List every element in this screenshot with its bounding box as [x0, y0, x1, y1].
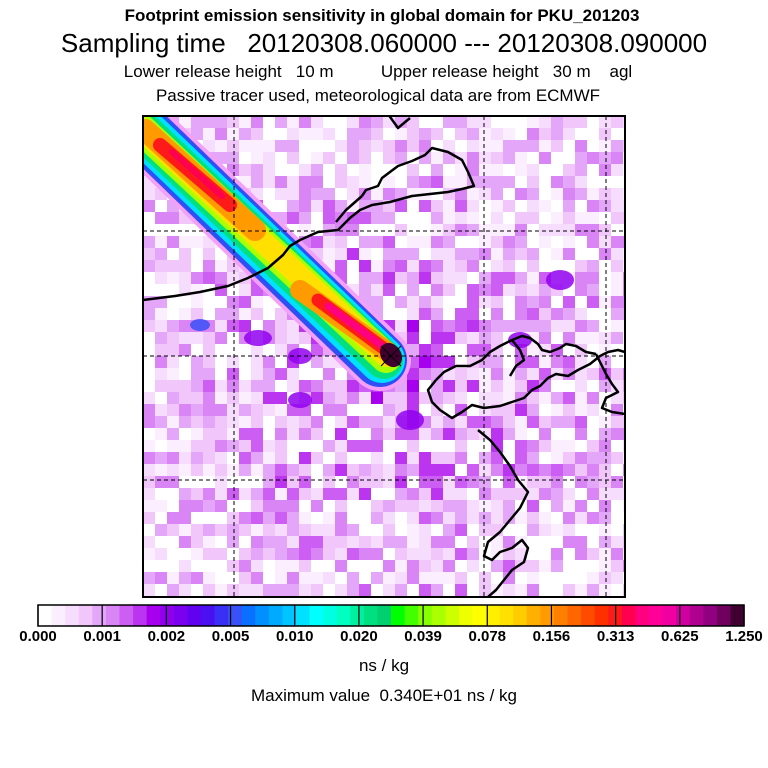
- colorbar-swatch: [173, 605, 188, 626]
- colorbar-swatch: [160, 605, 175, 626]
- colorbar-swatch: [418, 605, 433, 626]
- colorbar-swatch: [187, 605, 202, 626]
- colorbar-swatch: [295, 605, 311, 626]
- colorbar-swatch: [730, 605, 745, 626]
- colorbar-swatch: [268, 605, 283, 626]
- colorbar-swatch: [391, 605, 406, 626]
- colorbar-tick-label: 1.250: [725, 628, 763, 645]
- sampling-time: Sampling time 20120308.060000 --- 201203…: [60, 28, 708, 58]
- colorbar-tick-label: 0.002: [147, 628, 186, 645]
- colorbar-swatch: [513, 605, 528, 626]
- tracer-info: Passive tracer used, meteorological data…: [155, 86, 601, 105]
- colorbar-swatch: [105, 605, 121, 626]
- plume-band: [143, 116, 411, 391]
- plot-title: Footprint emission sensitivity in global…: [124, 6, 640, 25]
- colorbar-swatch: [458, 605, 474, 626]
- colorbar-tick-label: 0.001: [83, 628, 121, 645]
- colorbar-swatch: [689, 605, 704, 626]
- colorbar-swatch: [309, 605, 324, 626]
- colorbar-unit: ns / kg: [358, 656, 410, 675]
- colorbar-tick-label: 0.039: [404, 628, 442, 645]
- colorbar-swatch: [200, 605, 216, 626]
- colorbar-swatch: [540, 605, 555, 626]
- colorbar-swatch: [323, 605, 338, 626]
- colorbar-swatch: [65, 605, 80, 626]
- colorbar-swatch: [567, 605, 582, 626]
- colorbar-swatch: [51, 605, 66, 626]
- colorbar-swatch: [581, 605, 596, 626]
- colorbar-swatch: [119, 605, 134, 626]
- colorbar-swatch: [133, 605, 148, 626]
- colorbar-swatch: [92, 605, 107, 626]
- colorbar-tick-label: 0.625: [661, 628, 699, 645]
- colorbar-swatch: [676, 605, 691, 626]
- colorbar: [37, 604, 745, 627]
- graticule: [143, 116, 625, 597]
- colorbar-swatch: [431, 605, 446, 626]
- colorbar-swatch: [228, 605, 243, 626]
- colorbar-swatch: [336, 605, 351, 626]
- colorbar-swatch: [78, 605, 93, 626]
- colorbar-swatch: [38, 605, 53, 626]
- colorbar-tick-label: 0.020: [340, 628, 378, 645]
- colorbar-swatch: [255, 605, 270, 626]
- colorbar-swatch: [499, 605, 514, 626]
- colorbar-tick-label: 0.010: [275, 628, 314, 645]
- map-frame: [142, 115, 626, 598]
- colorbar-swatch: [363, 605, 379, 626]
- colorbar-swatch: [241, 605, 256, 626]
- colorbar-swatch: [703, 605, 718, 626]
- colorbar-swatch: [648, 605, 664, 626]
- colorbar-swatch: [146, 605, 161, 626]
- colorbar-tick-label: 0.005: [211, 628, 250, 645]
- colorbar-swatch: [445, 605, 460, 626]
- colorbar-swatch: [526, 605, 541, 626]
- coastline: [143, 116, 625, 597]
- colorbar-tick-label: 0.078: [468, 628, 507, 645]
- colorbar-swatch: [214, 605, 229, 626]
- colorbar-swatch: [350, 605, 365, 626]
- colorbar-swatch: [635, 605, 650, 626]
- colorbar-swatch: [472, 605, 487, 626]
- colorbar-swatch: [486, 605, 501, 626]
- colorbar-tick-label: 0.000: [19, 628, 57, 645]
- colorbar-swatch: [662, 605, 677, 626]
- colorbar-swatch: [282, 605, 297, 626]
- colorbar-swatch: [621, 605, 636, 626]
- colorbar-swatch: [716, 605, 732, 626]
- colorbar-swatch: [377, 605, 392, 626]
- colorbar-tick-label: 0.313: [596, 628, 635, 645]
- maximum-value: Maximum value 0.340E+01 ns / kg: [251, 686, 517, 705]
- colorbar-swatch: [594, 605, 609, 626]
- colorbar-swatch: [553, 605, 569, 626]
- release-heights: Lower release height 10 m Upper release …: [123, 62, 633, 81]
- colorbar-tick-label: 0.156: [532, 628, 571, 645]
- colorbar-swatch: [404, 605, 419, 626]
